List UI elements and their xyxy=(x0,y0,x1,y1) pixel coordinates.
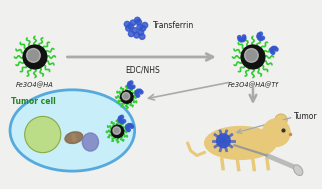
Circle shape xyxy=(135,91,138,94)
Circle shape xyxy=(258,36,261,40)
Circle shape xyxy=(126,127,129,130)
Circle shape xyxy=(135,17,140,23)
Circle shape xyxy=(121,91,133,103)
Circle shape xyxy=(124,21,130,27)
Circle shape xyxy=(242,38,245,42)
Text: Fe3O4@HA: Fe3O4@HA xyxy=(16,81,54,88)
Circle shape xyxy=(130,125,134,128)
Circle shape xyxy=(257,33,261,36)
Circle shape xyxy=(273,46,277,50)
Circle shape xyxy=(270,50,273,53)
Circle shape xyxy=(120,115,124,119)
Text: Fe3O4@HA@Tf: Fe3O4@HA@Tf xyxy=(228,81,278,88)
Circle shape xyxy=(127,84,131,87)
Circle shape xyxy=(138,89,142,93)
Circle shape xyxy=(257,35,260,38)
Circle shape xyxy=(261,36,264,40)
Circle shape xyxy=(136,19,142,25)
Text: Tumor: Tumor xyxy=(294,112,318,121)
Circle shape xyxy=(240,39,243,42)
Circle shape xyxy=(130,20,136,26)
Circle shape xyxy=(127,124,130,127)
Circle shape xyxy=(111,125,124,138)
Circle shape xyxy=(238,36,241,39)
Circle shape xyxy=(139,34,145,39)
Circle shape xyxy=(128,82,131,85)
Ellipse shape xyxy=(293,165,303,176)
Circle shape xyxy=(126,26,131,31)
Circle shape xyxy=(242,37,246,40)
Circle shape xyxy=(271,46,275,50)
Ellipse shape xyxy=(72,133,76,142)
Circle shape xyxy=(242,35,246,38)
Circle shape xyxy=(135,92,138,96)
Circle shape xyxy=(275,48,278,51)
Circle shape xyxy=(26,49,40,62)
Circle shape xyxy=(122,119,126,123)
Ellipse shape xyxy=(82,133,99,151)
Circle shape xyxy=(23,45,47,69)
Circle shape xyxy=(118,118,121,121)
Ellipse shape xyxy=(10,90,135,171)
Circle shape xyxy=(129,81,133,84)
Circle shape xyxy=(216,134,230,148)
Circle shape xyxy=(142,22,148,28)
Circle shape xyxy=(138,30,144,35)
Text: Tumor cell: Tumor cell xyxy=(11,97,56,106)
Circle shape xyxy=(132,28,137,33)
Circle shape xyxy=(132,85,135,88)
Circle shape xyxy=(140,91,143,94)
Text: EDC/NHS: EDC/NHS xyxy=(125,65,160,74)
Circle shape xyxy=(119,120,122,123)
Circle shape xyxy=(128,85,131,89)
Ellipse shape xyxy=(71,133,75,143)
Circle shape xyxy=(271,51,275,54)
Circle shape xyxy=(113,127,120,134)
Circle shape xyxy=(134,32,139,38)
Circle shape xyxy=(137,89,140,93)
Circle shape xyxy=(275,114,287,126)
Ellipse shape xyxy=(205,127,276,159)
Circle shape xyxy=(130,86,133,89)
Circle shape xyxy=(25,116,61,153)
Circle shape xyxy=(260,37,263,40)
Ellipse shape xyxy=(65,132,83,143)
Circle shape xyxy=(127,128,130,132)
Circle shape xyxy=(122,92,130,100)
Circle shape xyxy=(140,26,146,31)
Circle shape xyxy=(118,116,122,120)
Circle shape xyxy=(270,48,273,51)
Circle shape xyxy=(259,32,262,36)
Circle shape xyxy=(137,24,143,30)
Circle shape xyxy=(136,94,140,97)
Circle shape xyxy=(238,37,242,41)
Text: Transferrin: Transferrin xyxy=(153,21,194,30)
Circle shape xyxy=(126,125,129,128)
Circle shape xyxy=(263,119,290,146)
Ellipse shape xyxy=(73,133,77,142)
Circle shape xyxy=(120,120,124,124)
Circle shape xyxy=(128,23,133,29)
Circle shape xyxy=(241,45,265,69)
Circle shape xyxy=(128,31,134,37)
Circle shape xyxy=(129,124,132,127)
Circle shape xyxy=(245,49,258,62)
